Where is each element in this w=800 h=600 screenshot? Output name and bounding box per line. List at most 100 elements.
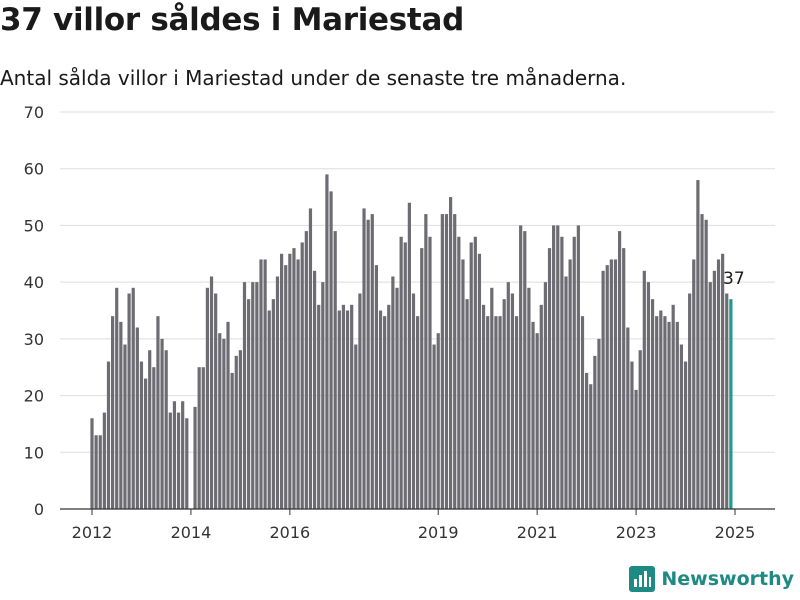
- x-tick-label: 2023: [616, 523, 657, 542]
- bar: [560, 236, 564, 509]
- bar: [704, 219, 708, 509]
- bar: [506, 282, 510, 509]
- bar: [218, 333, 222, 509]
- bar: [432, 344, 436, 509]
- y-tick-label: 20: [24, 387, 44, 406]
- bar: [617, 231, 622, 509]
- bar: [333, 231, 337, 509]
- bar: [523, 231, 527, 509]
- bar: [655, 316, 659, 509]
- x-tick-label: 2014: [171, 523, 212, 542]
- highlight-data-label: 37: [723, 269, 745, 289]
- bar: [420, 248, 424, 510]
- bar: [473, 236, 477, 509]
- bar: [626, 327, 630, 509]
- y-tick-label: 60: [24, 160, 44, 179]
- bar: [234, 355, 238, 509]
- bar: [329, 191, 333, 509]
- bar: [663, 316, 667, 509]
- y-tick-label: 50: [24, 216, 44, 235]
- bar: [465, 299, 469, 509]
- x-tick-label: 2019: [418, 523, 459, 542]
- bar: [337, 310, 341, 509]
- bar: [593, 355, 597, 509]
- bar: [527, 287, 531, 509]
- bar: [238, 350, 242, 509]
- bar: [197, 367, 201, 509]
- bar: [502, 299, 506, 509]
- bar: [90, 418, 94, 509]
- y-tick-label: 70: [24, 103, 44, 122]
- bar: [366, 219, 370, 509]
- bar: [148, 350, 152, 509]
- bar: [638, 350, 642, 509]
- bar: [123, 344, 127, 509]
- bar: [440, 214, 444, 509]
- bar: [721, 253, 725, 509]
- bar: [564, 276, 568, 509]
- bar: [168, 412, 172, 509]
- bar: [383, 316, 387, 509]
- bar: [469, 242, 473, 509]
- bar: [498, 316, 502, 509]
- bar: [350, 304, 354, 509]
- bar: [481, 304, 486, 509]
- bar: [172, 401, 177, 509]
- bar: [609, 259, 613, 509]
- bar: [325, 174, 329, 509]
- bar: [143, 378, 148, 509]
- bar: [378, 310, 383, 509]
- bar: [304, 231, 308, 509]
- bar: [535, 333, 539, 509]
- bar: [201, 367, 205, 509]
- bar: [716, 259, 721, 509]
- bar: [585, 372, 589, 509]
- y-tick-label: 30: [24, 330, 44, 349]
- bar: [370, 214, 374, 509]
- bar: [671, 304, 675, 509]
- bar: [601, 270, 605, 509]
- brand-name: Newsworthy: [661, 568, 794, 590]
- bar: [436, 333, 440, 509]
- bar: [708, 282, 712, 509]
- bar: [214, 293, 218, 509]
- bar: [222, 338, 226, 509]
- bar-highlight: [729, 299, 733, 509]
- bar: [395, 287, 399, 509]
- bar: [259, 259, 263, 509]
- bar: [547, 248, 552, 510]
- bar: [341, 304, 346, 509]
- bar: [135, 327, 139, 509]
- bar: [374, 265, 379, 509]
- bar: [312, 270, 317, 509]
- bar: [354, 344, 358, 509]
- bar: [308, 208, 313, 509]
- x-tick-label: 2025: [715, 523, 756, 542]
- bar: [267, 310, 271, 509]
- y-tick-label: 0: [34, 500, 44, 519]
- x-tick-label: 2012: [72, 523, 113, 542]
- y-tick-label: 10: [24, 443, 44, 462]
- bar: [448, 197, 453, 509]
- bar: [164, 350, 168, 509]
- bar: [453, 214, 457, 509]
- bar: [630, 361, 634, 509]
- bar: [263, 259, 267, 509]
- bar-chart: 0 10 20 30 40 50 60 70 2012 2014 2016 2019 2021 2023 2…: [24, 103, 775, 542]
- bar: [98, 435, 102, 509]
- bar: [568, 259, 572, 509]
- bar: [284, 265, 288, 509]
- bar: [111, 316, 115, 509]
- bar: [556, 225, 560, 509]
- bar: [688, 293, 692, 509]
- bar: [358, 293, 362, 509]
- bar: [102, 412, 106, 509]
- bar: [292, 248, 296, 510]
- bar: [490, 287, 494, 509]
- bar: [399, 236, 403, 509]
- bar: [572, 236, 576, 509]
- bar: [288, 253, 292, 509]
- bar: [444, 214, 449, 509]
- bar: [205, 287, 210, 509]
- bar: [362, 208, 366, 509]
